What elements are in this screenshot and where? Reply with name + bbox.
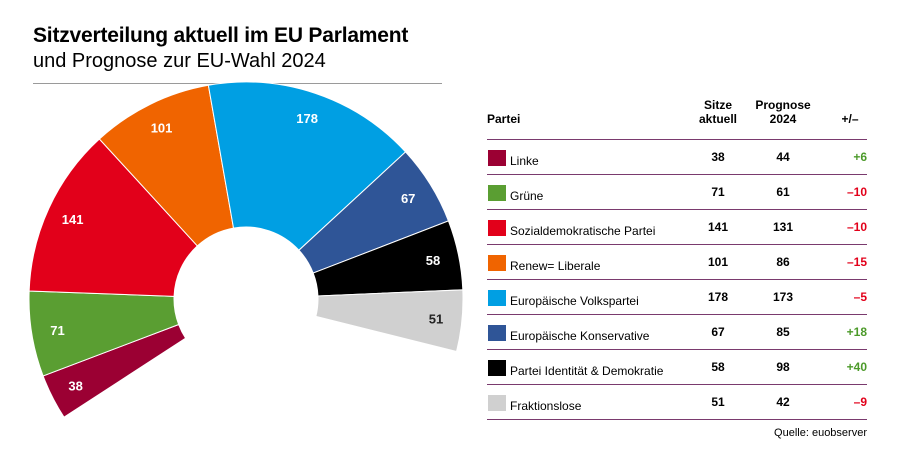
seats-diff: –10 — [846, 220, 867, 234]
table-row: Europäische Volkspartei 178 173 –5 — [487, 279, 867, 314]
header-partei: Partei — [487, 112, 521, 126]
segment-label-2: 71 — [50, 323, 64, 338]
seats-current: 51 — [711, 395, 725, 409]
header-sitze-aktuell: Sitze aktuell — [698, 98, 737, 126]
color-swatch — [488, 290, 506, 306]
seats-forecast: 61 — [776, 185, 790, 199]
segment-label-6: 67 — [401, 191, 415, 206]
table-row: Sozialdemokratische Partei 141 131 –10 — [487, 209, 867, 244]
seats-current: 178 — [707, 290, 729, 304]
party-name: Partei Identität & Demokratie — [510, 364, 664, 378]
party-name: Sozialdemokratische Partei — [510, 224, 656, 238]
table-row: Grüne 71 61 –10 — [487, 174, 867, 209]
table-row: Partei Identität & Demokratie 58 98 +40 — [487, 349, 867, 384]
segment-3 — [28, 138, 199, 297]
seats-forecast: 44 — [776, 150, 790, 164]
segment-label-4: 101 — [151, 121, 173, 136]
color-swatch — [488, 220, 506, 236]
seats-diff: –9 — [853, 395, 867, 409]
seats-diff: –15 — [846, 255, 867, 269]
party-name: Fraktionslose — [510, 399, 582, 413]
table-body: Linke 38 44 +6 Grüne 71 61 –10 Sozialdemokratisc… — [487, 139, 867, 420]
color-swatch — [488, 395, 506, 411]
seats-current: 71 — [711, 185, 725, 199]
seats-current: 58 — [711, 360, 725, 374]
seats-current: 141 — [707, 220, 729, 234]
seat-table: Partei Sitze aktuell Prognose 2024 +/– Lin… — [487, 95, 867, 420]
color-swatch — [488, 185, 506, 201]
seats-diff: +40 — [846, 360, 867, 374]
seats-forecast: 86 — [776, 255, 790, 269]
party-name: Europäische Konservative — [510, 329, 650, 343]
seats-forecast: 42 — [776, 395, 790, 409]
table-row: Linke 38 44 +6 — [487, 139, 867, 174]
segment-label-1: 38 — [68, 378, 82, 393]
color-swatch — [488, 255, 506, 271]
table-row: Fraktionslose 51 42 –9 — [487, 384, 867, 420]
seats-forecast: 173 — [772, 290, 794, 304]
source-note: Quelle: euobserver — [774, 427, 867, 439]
color-swatch — [488, 360, 506, 376]
color-swatch — [488, 150, 506, 166]
party-name: Linke — [510, 154, 539, 168]
party-name: Europäische Volkspartei — [510, 294, 639, 308]
segment-4 — [98, 84, 235, 247]
chart-subtitle: und Prognose zur EU-Wahl 2024 — [33, 50, 326, 72]
chart-title: Sitzverteilung aktuell im EU Parlament — [33, 24, 409, 47]
seats-diff: +6 — [853, 150, 867, 164]
seats-forecast: 131 — [772, 220, 794, 234]
seats-diff: –10 — [846, 185, 867, 199]
table-row: Europäische Konservative 67 85 +18 — [487, 314, 867, 349]
segment-label-8: 51 — [429, 311, 443, 326]
seats-diff: +18 — [846, 325, 867, 339]
table-row: Renew= Liberale 101 86 –15 — [487, 244, 867, 279]
seats-current: 38 — [711, 150, 725, 164]
seat-distribution-chart: 38 71 141 101 178 67 58 51 — [28, 81, 464, 418]
party-name: Grüne — [510, 189, 544, 203]
seats-diff: –5 — [853, 290, 867, 304]
party-name: Renew= Liberale — [510, 259, 601, 273]
seats-forecast: 98 — [776, 360, 790, 374]
segment-8 — [315, 289, 464, 353]
header-diff: +/– — [841, 112, 859, 126]
segment-label-5: 178 — [296, 111, 318, 126]
color-swatch — [488, 325, 506, 341]
seats-forecast: 85 — [776, 325, 790, 339]
seats-current: 67 — [711, 325, 725, 339]
table-header: Partei Sitze aktuell Prognose 2024 +/– — [487, 95, 867, 139]
seats-current: 101 — [707, 255, 729, 269]
segment-label-3: 141 — [62, 212, 84, 227]
segment-label-7: 58 — [426, 253, 440, 268]
header-prognose: Prognose 2024 — [755, 98, 811, 126]
segment-5 — [207, 81, 407, 251]
